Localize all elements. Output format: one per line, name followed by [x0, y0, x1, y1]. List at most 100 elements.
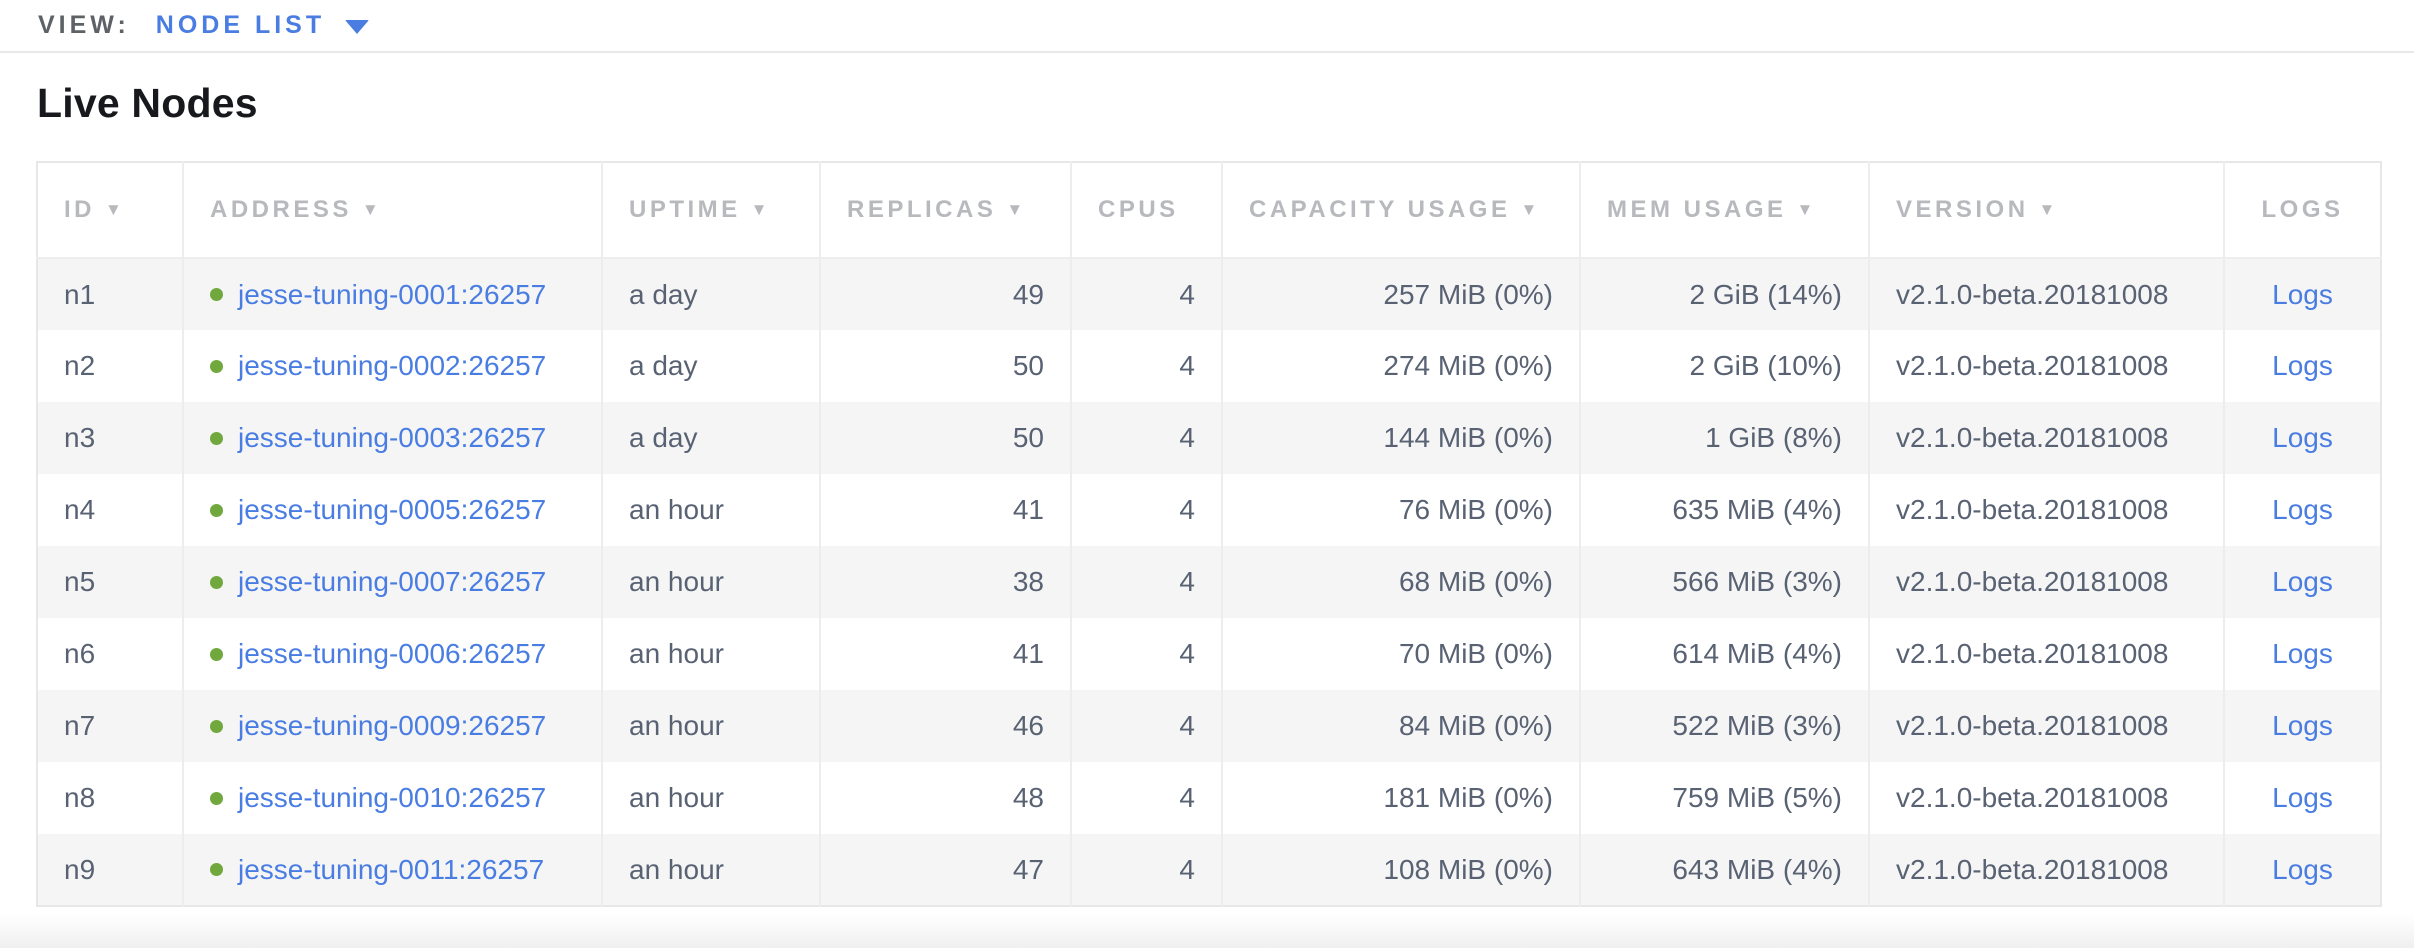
node-address-link[interactable]: jesse-tuning-0010:26257 — [238, 782, 547, 813]
version-cell: v2.1.0-beta.20181008 — [1868, 402, 2224, 474]
replicas-cell: 41 — [819, 474, 1071, 546]
node-id-cell: n6 — [37, 618, 183, 690]
node-id-cell: n8 — [37, 762, 183, 834]
version-cell: v2.1.0-beta.20181008 — [1868, 330, 2224, 402]
version-cell: v2.1.0-beta.20181008 — [1868, 618, 2224, 690]
capacity-usage-cell: 76 MiB (0%) — [1221, 474, 1580, 546]
uptime-cell: an hour — [601, 762, 820, 834]
node-address-cell: jesse-tuning-0001:26257 — [182, 258, 602, 330]
node-address-link[interactable]: jesse-tuning-0007:26257 — [238, 566, 547, 597]
mem-usage-cell: 635 MiB (4%) — [1579, 474, 1869, 546]
capacity-usage-cell: 108 MiB (0%) — [1221, 834, 1580, 906]
logs-link[interactable]: Logs — [2272, 422, 2333, 453]
table-row: n8 jesse-tuning-0010:26257 an hour 48 4 … — [37, 762, 2381, 834]
column-label: LOGS — [2261, 196, 2344, 223]
node-id-cell: n1 — [37, 258, 183, 330]
column-header-address[interactable]: ADDRESS ▼ — [182, 162, 602, 259]
node-address-link[interactable]: jesse-tuning-0002:26257 — [238, 350, 547, 381]
column-header-logs: LOGS — [2223, 162, 2381, 259]
logs-link[interactable]: Logs — [2272, 278, 2333, 310]
replicas-cell: 41 — [819, 618, 1071, 690]
node-address-link[interactable]: jesse-tuning-0011:26257 — [238, 853, 545, 885]
uptime-cell: a day — [601, 258, 820, 330]
cpus-cell: 4 — [1070, 618, 1222, 690]
sort-desc-icon: ▼ — [750, 200, 771, 219]
column-header-uptime[interactable]: UPTIME ▼ — [601, 162, 820, 259]
node-address-cell: jesse-tuning-0006:26257 — [182, 618, 602, 690]
node-live-status-icon — [210, 431, 223, 445]
version-cell: v2.1.0-beta.20181008 — [1868, 834, 2224, 906]
sort-desc-icon: ▼ — [1796, 200, 1817, 219]
uptime-cell: an hour — [601, 618, 820, 690]
replicas-cell: 38 — [819, 546, 1071, 618]
node-table-body: n1 jesse-tuning-0001:26257 a day 49 4 25… — [37, 258, 2381, 906]
table-row: n6 jesse-tuning-0006:26257 an hour 41 4 … — [37, 618, 2381, 690]
node-live-status-icon — [210, 647, 223, 661]
uptime-cell: a day — [601, 402, 820, 474]
logs-cell: Logs — [2223, 690, 2381, 762]
cpus-cell: 4 — [1070, 834, 1222, 906]
node-address-link[interactable]: jesse-tuning-0006:26257 — [238, 638, 547, 669]
column-header-id[interactable]: ID ▼ — [37, 162, 183, 259]
column-header-version[interactable]: VERSION ▼ — [1868, 162, 2224, 259]
node-address-link[interactable]: jesse-tuning-0001:26257 — [238, 278, 547, 310]
capacity-usage-cell: 257 MiB (0%) — [1221, 258, 1580, 330]
node-address-link[interactable]: jesse-tuning-0003:26257 — [238, 422, 547, 453]
view-dropdown[interactable]: NODE LIST — [156, 11, 370, 40]
logs-cell: Logs — [2223, 618, 2381, 690]
logs-cell: Logs — [2223, 762, 2381, 834]
node-live-status-icon — [210, 791, 223, 805]
node-live-status-icon — [210, 359, 223, 373]
node-live-status-icon — [210, 503, 223, 517]
cpus-cell: 4 — [1070, 258, 1222, 330]
mem-usage-cell: 566 MiB (3%) — [1579, 546, 1869, 618]
logs-link[interactable]: Logs — [2272, 638, 2333, 669]
node-address-cell: jesse-tuning-0010:26257 — [182, 762, 602, 834]
logs-link[interactable]: Logs — [2272, 566, 2333, 597]
column-header-capacity-usage[interactable]: CAPACITY USAGE ▼ — [1221, 162, 1580, 259]
capacity-usage-cell: 144 MiB (0%) — [1221, 402, 1580, 474]
cpus-cell: 4 — [1070, 762, 1222, 834]
capacity-usage-cell: 70 MiB (0%) — [1221, 618, 1580, 690]
sort-desc-icon: ▼ — [1006, 200, 1027, 219]
table-row: n3 jesse-tuning-0003:26257 a day 50 4 14… — [37, 402, 2381, 474]
version-cell: v2.1.0-beta.20181008 — [1868, 762, 2224, 834]
node-id-cell: n7 — [37, 690, 183, 762]
logs-link[interactable]: Logs — [2272, 782, 2333, 813]
replicas-cell: 47 — [819, 834, 1071, 906]
mem-usage-cell: 643 MiB (4%) — [1579, 834, 1869, 906]
uptime-cell: an hour — [601, 690, 820, 762]
node-address-link[interactable]: jesse-tuning-0005:26257 — [238, 494, 547, 525]
cpus-cell: 4 — [1070, 474, 1222, 546]
mem-usage-cell: 522 MiB (3%) — [1579, 690, 1869, 762]
version-cell: v2.1.0-beta.20181008 — [1868, 690, 2224, 762]
column-header-replicas[interactable]: REPLICAS ▼ — [819, 162, 1071, 259]
replicas-cell: 50 — [819, 402, 1071, 474]
uptime-cell: an hour — [601, 546, 820, 618]
logs-link[interactable]: Logs — [2272, 494, 2333, 525]
page-title: Live Nodes — [37, 80, 258, 126]
column-header-cpus[interactable]: CPUS — [1070, 162, 1222, 259]
logs-cell: Logs — [2223, 330, 2381, 402]
table-row: n2 jesse-tuning-0002:26257 a day 50 4 27… — [37, 330, 2381, 402]
node-address-link[interactable]: jesse-tuning-0009:26257 — [238, 710, 547, 741]
mem-usage-cell: 759 MiB (5%) — [1579, 762, 1869, 834]
logs-link[interactable]: Logs — [2272, 853, 2333, 885]
version-cell: v2.1.0-beta.20181008 — [1868, 546, 2224, 618]
logs-link[interactable]: Logs — [2272, 350, 2333, 381]
dropdown-caret-icon — [345, 20, 370, 34]
logs-link[interactable]: Logs — [2272, 710, 2333, 741]
bottom-fade — [0, 914, 2414, 948]
cpus-cell: 4 — [1070, 546, 1222, 618]
uptime-cell: an hour — [601, 474, 820, 546]
column-label: REPLICAS — [847, 196, 997, 223]
mem-usage-cell: 1 GiB (8%) — [1579, 402, 1869, 474]
node-live-status-icon — [210, 719, 223, 733]
column-header-mem-usage[interactable]: MEM USAGE ▼ — [1579, 162, 1869, 259]
node-address-cell: jesse-tuning-0007:26257 — [182, 546, 602, 618]
uptime-cell: a day — [601, 330, 820, 402]
replicas-cell: 46 — [819, 690, 1071, 762]
mem-usage-cell: 2 GiB (10%) — [1579, 330, 1869, 402]
logs-cell: Logs — [2223, 402, 2381, 474]
node-address-cell: jesse-tuning-0011:26257 — [182, 834, 602, 906]
